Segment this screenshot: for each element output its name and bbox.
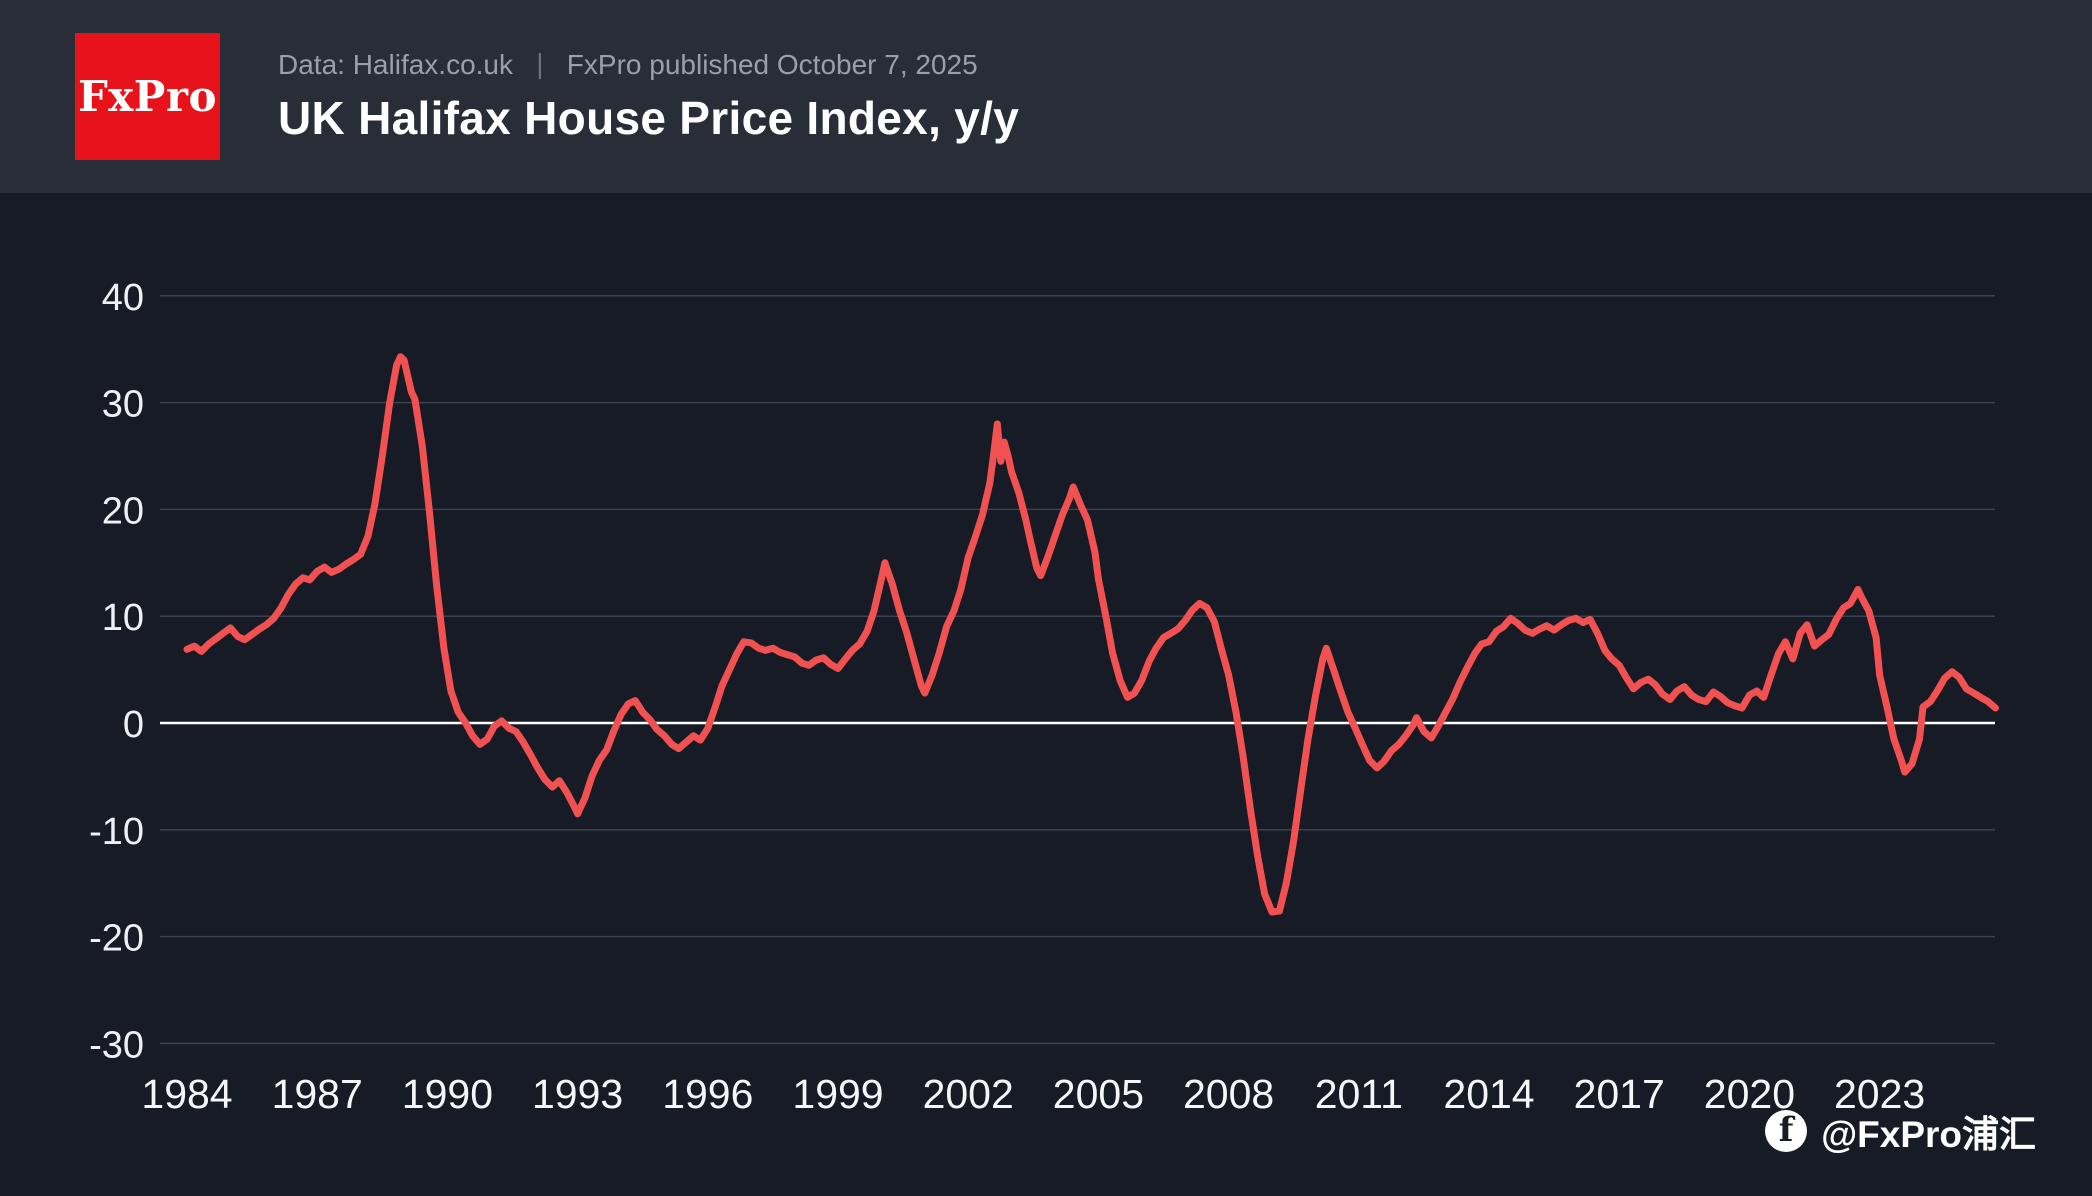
page-title: UK Halifax House Price Index, y/y [278, 91, 1020, 144]
header-bar: FxPro Data: Halifax.co.uk ❘ FxPro publis… [0, 0, 2092, 193]
x-axis-tick-label: 1990 [402, 1071, 493, 1117]
header-text-block: Data: Halifax.co.uk ❘ FxPro published Oc… [278, 49, 1019, 145]
fxpro-logo: FxPro [75, 33, 220, 160]
x-axis-tick-label: 2014 [1443, 1071, 1534, 1117]
y-axis-tick-label: -20 [89, 918, 144, 960]
x-axis-tick-label: 1996 [662, 1071, 753, 1117]
x-axis-tick-label: 2017 [1574, 1071, 1665, 1117]
x-axis-tick-label: 1993 [532, 1071, 623, 1117]
y-axis-tick-label: 30 [102, 384, 144, 426]
facebook-icon: f [1765, 1110, 1808, 1152]
x-axis-tick-label: 2011 [1315, 1071, 1403, 1117]
x-axis-tick-label: 1984 [141, 1071, 232, 1117]
watermark: f @FxPro浦汇 [1765, 1104, 2036, 1158]
x-axis-tick-label: 1987 [272, 1071, 363, 1117]
published-label: FxPro published October 7, 2025 [566, 48, 978, 80]
price-line [183, 353, 1999, 916]
y-axis-tick-label: -10 [89, 811, 144, 853]
x-axis-tick-label: 2002 [923, 1071, 1014, 1117]
x-axis-tick-label: 1999 [792, 1071, 883, 1117]
subtitle-divider: ❘ [529, 49, 551, 79]
x-axis-tick-label: 2005 [1053, 1071, 1144, 1117]
data-source-label: Data: Halifax.co.uk [278, 48, 513, 80]
watermark-handle: @FxPro浦汇 [1821, 1114, 2036, 1155]
y-axis-tick-label: 10 [102, 597, 144, 639]
x-axis-tick-label: 2020 [1704, 1071, 1795, 1117]
x-axis-tick-label: 2008 [1183, 1071, 1274, 1117]
y-axis-tick-label: 0 [123, 704, 144, 746]
y-axis-tick-label: 20 [102, 490, 144, 532]
x-axis-tick-label: 2023 [1834, 1071, 1925, 1117]
y-axis-tick-label: -30 [89, 1024, 144, 1066]
chart-subtitle: Data: Halifax.co.uk ❘ FxPro published Oc… [278, 49, 1019, 81]
y-axis-tick-label: 40 [102, 277, 144, 319]
fxpro-logo-text: FxPro [77, 72, 218, 121]
